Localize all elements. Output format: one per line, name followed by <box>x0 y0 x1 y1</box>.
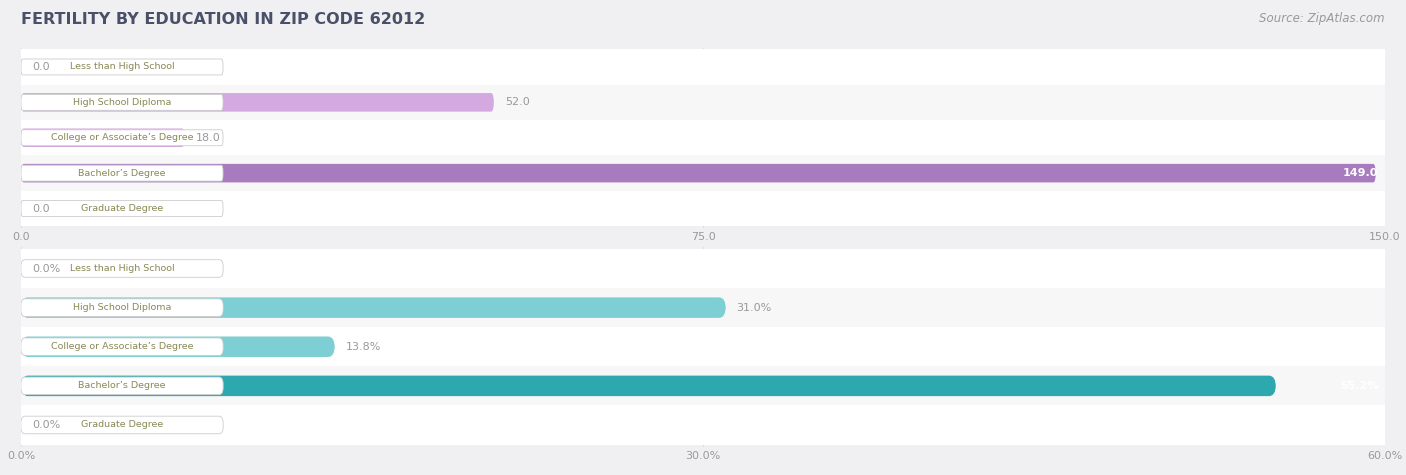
Text: 0.0: 0.0 <box>32 62 49 72</box>
Text: 55.2%: 55.2% <box>1340 381 1378 391</box>
Text: 0.0%: 0.0% <box>32 420 60 430</box>
FancyBboxPatch shape <box>21 59 224 75</box>
FancyBboxPatch shape <box>21 130 224 146</box>
FancyBboxPatch shape <box>21 165 224 181</box>
FancyBboxPatch shape <box>21 366 1385 406</box>
FancyBboxPatch shape <box>21 249 1385 288</box>
FancyBboxPatch shape <box>21 327 1385 366</box>
FancyBboxPatch shape <box>21 338 224 356</box>
FancyBboxPatch shape <box>21 93 494 112</box>
FancyBboxPatch shape <box>21 299 224 316</box>
FancyBboxPatch shape <box>21 297 725 318</box>
Text: 52.0: 52.0 <box>505 97 530 107</box>
Text: Less than High School: Less than High School <box>70 264 174 273</box>
FancyBboxPatch shape <box>21 191 1385 226</box>
Text: 149.0: 149.0 <box>1343 168 1378 178</box>
FancyBboxPatch shape <box>21 416 224 434</box>
FancyBboxPatch shape <box>21 85 1385 120</box>
FancyBboxPatch shape <box>21 164 1376 182</box>
Text: Graduate Degree: Graduate Degree <box>82 204 163 213</box>
FancyBboxPatch shape <box>21 49 1385 85</box>
Text: Graduate Degree: Graduate Degree <box>82 420 163 429</box>
Text: High School Diploma: High School Diploma <box>73 98 172 107</box>
Text: 18.0: 18.0 <box>195 133 221 143</box>
Text: Bachelor’s Degree: Bachelor’s Degree <box>79 169 166 178</box>
Text: Source: ZipAtlas.com: Source: ZipAtlas.com <box>1260 12 1385 25</box>
Text: 0.0%: 0.0% <box>32 264 60 274</box>
Text: FERTILITY BY EDUCATION IN ZIP CODE 62012: FERTILITY BY EDUCATION IN ZIP CODE 62012 <box>21 12 426 27</box>
Text: Bachelor’s Degree: Bachelor’s Degree <box>79 381 166 390</box>
FancyBboxPatch shape <box>21 376 1275 396</box>
Text: 0.0: 0.0 <box>32 203 49 214</box>
Text: 13.8%: 13.8% <box>346 342 381 352</box>
Text: Less than High School: Less than High School <box>70 63 174 71</box>
FancyBboxPatch shape <box>21 200 224 217</box>
FancyBboxPatch shape <box>21 288 1385 327</box>
FancyBboxPatch shape <box>21 120 1385 155</box>
Text: College or Associate’s Degree: College or Associate’s Degree <box>51 133 193 142</box>
FancyBboxPatch shape <box>21 155 1385 191</box>
FancyBboxPatch shape <box>21 95 224 110</box>
FancyBboxPatch shape <box>21 336 335 357</box>
Text: College or Associate’s Degree: College or Associate’s Degree <box>51 342 193 351</box>
FancyBboxPatch shape <box>21 377 224 395</box>
Text: High School Diploma: High School Diploma <box>73 303 172 312</box>
Text: 31.0%: 31.0% <box>737 303 772 313</box>
FancyBboxPatch shape <box>21 260 224 277</box>
FancyBboxPatch shape <box>21 406 1385 445</box>
FancyBboxPatch shape <box>21 128 184 147</box>
